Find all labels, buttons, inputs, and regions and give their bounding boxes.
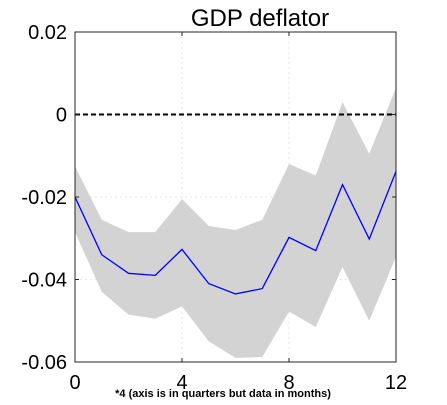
y-tick-label: -0.06 — [21, 352, 67, 374]
x-tick-label: 0 — [69, 372, 80, 394]
confidence-band-layer — [75, 87, 396, 358]
y-tick-label: 0 — [56, 105, 67, 127]
x-tick-label: 12 — [385, 372, 407, 394]
confidence-band — [75, 87, 396, 358]
x-tick-label: 4 — [176, 372, 187, 394]
tick-labels-layer: 0 4 8 12 0.02 0 -0.02 -0.04 -0.06 — [21, 22, 407, 394]
y-tick-label: 0.02 — [28, 22, 67, 44]
chart-title: GDP deflator — [191, 5, 329, 32]
y-tick-label: -0.04 — [21, 270, 67, 292]
y-tick-label: -0.02 — [21, 187, 67, 209]
axes-layer — [74, 31, 397, 363]
x-tick-label: 8 — [283, 372, 294, 394]
x-axis-note: *4 (axis is in quarters but data in mont… — [115, 388, 331, 400]
